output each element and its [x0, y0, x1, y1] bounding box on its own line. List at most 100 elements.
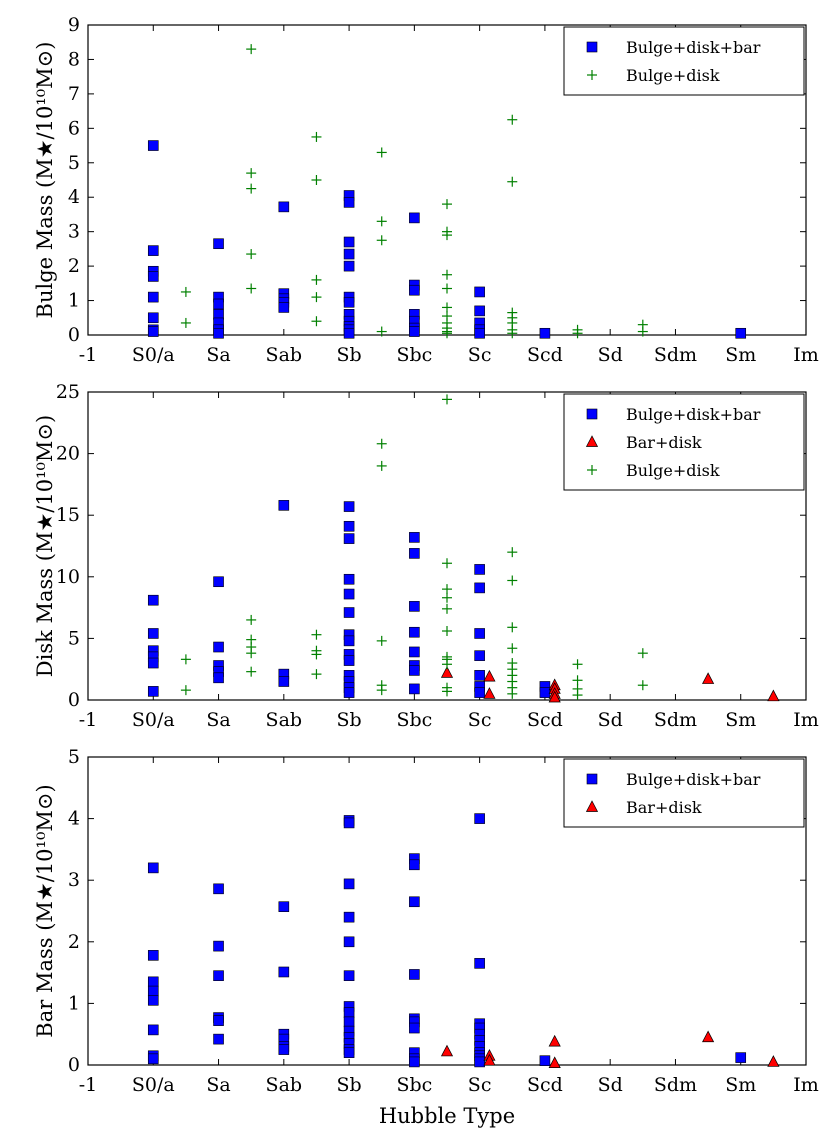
series-bulge-disk [180, 44, 648, 339]
data-point [442, 584, 452, 595]
data-point [343, 635, 355, 647]
data-point [343, 248, 355, 260]
data-point [409, 665, 420, 676]
data-point [246, 168, 257, 179]
data-point [246, 666, 257, 677]
data-point [180, 286, 191, 297]
data-point [376, 326, 387, 337]
data-point [376, 235, 387, 246]
data-point [507, 176, 518, 187]
x-tick-label: Sa [206, 344, 230, 366]
data-point [246, 648, 257, 659]
data-point [507, 622, 518, 633]
data-point [311, 274, 322, 285]
x-tick-label: Sc [468, 709, 492, 731]
data-point [442, 302, 452, 313]
x-tick-label: S0/a [132, 1074, 175, 1096]
y-tick-label: 0 [68, 1054, 80, 1076]
data-point [767, 1055, 780, 1067]
data-point [376, 460, 387, 471]
data-point [147, 862, 159, 874]
data-point [147, 976, 159, 988]
y-tick-label: 5 [68, 152, 80, 174]
data-point [702, 672, 715, 684]
legend: Bulge+disk+bar Bulge+disk [563, 26, 805, 96]
data-point [278, 1044, 290, 1055]
data-point [343, 588, 355, 600]
x-axis-label: Hubble Type [379, 1104, 515, 1128]
data-point [147, 657, 159, 669]
data-point [213, 970, 224, 981]
x-tick-label: Im [793, 1074, 819, 1096]
data-point [147, 326, 159, 337]
data-point [147, 594, 159, 606]
x-tick-label: Sab [266, 1074, 303, 1096]
data-point [409, 896, 420, 908]
x-tick-label: Sa [206, 1074, 230, 1096]
data-point [343, 936, 355, 948]
data-point [440, 666, 454, 678]
data-point [343, 1047, 355, 1058]
data-point [409, 212, 420, 224]
y-tick-label: 8 [68, 48, 80, 70]
legend-label: Bulge+disk [626, 461, 720, 480]
data-point [474, 628, 485, 639]
y-tick-label: 2 [68, 931, 80, 953]
series-bar-disk [440, 1030, 780, 1069]
data-point [442, 328, 452, 339]
data-point [442, 592, 452, 603]
legend-box [563, 758, 805, 828]
x-tick-label: Sdm [654, 709, 697, 731]
data-point [376, 147, 387, 158]
data-point [343, 1007, 355, 1018]
plot-frame [87, 756, 807, 1066]
data-point [376, 685, 387, 696]
y-tick-label: 9 [68, 14, 80, 36]
x-tick-label: Sd [598, 1074, 623, 1096]
data-point [343, 878, 355, 890]
data-point [278, 966, 290, 978]
data-point [474, 670, 485, 681]
data-point [409, 284, 420, 296]
x-tick-label: Sa [206, 709, 230, 731]
data-point [442, 603, 452, 614]
data-point [376, 216, 387, 227]
data-point [343, 236, 355, 248]
data-point [311, 629, 322, 640]
x-tick-label: Sdm [654, 344, 697, 366]
y-tick-label: 1 [68, 290, 80, 312]
data-point [147, 245, 159, 256]
x-tick-label: Sb [336, 709, 361, 731]
x-tick-label: Sbc [396, 344, 432, 366]
data-point [442, 659, 452, 670]
legend-label: Bulge+disk+bar [626, 38, 761, 57]
legend-label: Bar+disk [626, 798, 702, 817]
panel-disk: 0 5 10 15 20 25 -1 S0/a Sa Sab Sb Sbc Sc Scd Sd Sdm Sm Im… [33, 381, 819, 731]
data-point [343, 501, 355, 512]
data-point [278, 500, 290, 511]
data-point [442, 199, 452, 210]
data-point [483, 1053, 496, 1066]
data-point [474, 958, 485, 969]
data-point [343, 260, 355, 272]
y-tick-label: 4 [68, 808, 80, 830]
data-point [343, 970, 355, 981]
data-point [376, 635, 387, 646]
data-point [735, 1052, 747, 1063]
legend-label: Bar+disk [626, 433, 702, 452]
x-tick-label: -1 [79, 709, 98, 731]
data-point [213, 327, 224, 339]
legend-box [563, 26, 805, 96]
data-point [442, 269, 452, 280]
y-tick-label: 1 [68, 992, 80, 1014]
data-point [474, 813, 485, 824]
data-point [278, 302, 290, 313]
data-point [213, 576, 224, 588]
data-point [343, 573, 355, 585]
data-point [213, 238, 224, 250]
x-tick-label: S0/a [132, 344, 175, 366]
y-tick-label: 2 [68, 255, 80, 277]
data-point [246, 614, 257, 625]
data-point [213, 641, 224, 653]
data-point [147, 995, 159, 1006]
